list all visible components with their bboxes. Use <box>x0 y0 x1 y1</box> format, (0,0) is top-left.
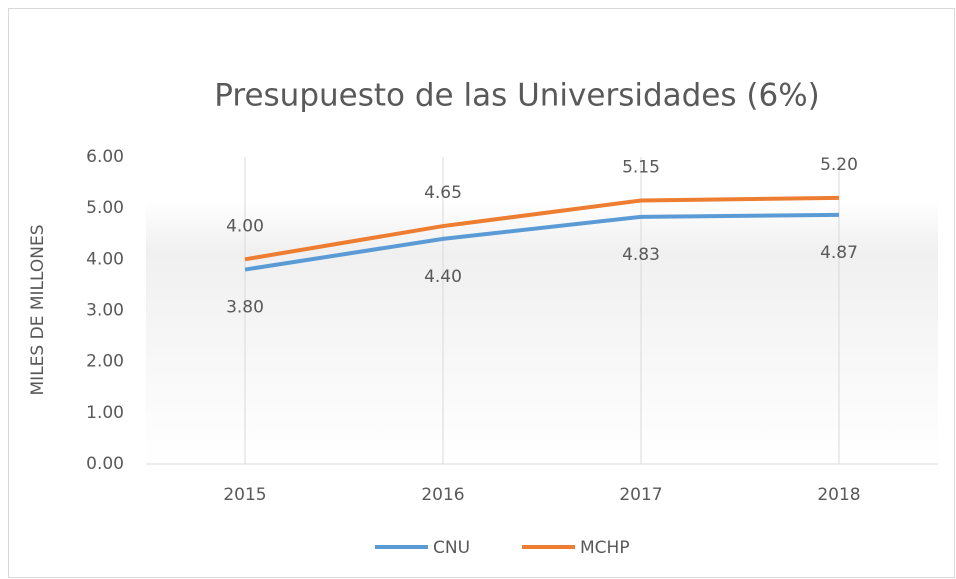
y-tick-label: 0.00 <box>86 454 124 474</box>
y-tick-label: 5.00 <box>86 198 124 218</box>
series-line <box>244 195 840 262</box>
y-tick-label: 3.00 <box>86 301 124 321</box>
x-tick-label: 2015 <box>223 485 266 505</box>
data-label: 4.65 <box>424 183 462 203</box>
data-label: 4.83 <box>622 245 660 265</box>
chart-title: Presupuesto de las Universidades (6%) <box>214 78 820 114</box>
series-line <box>244 212 840 272</box>
x-tick-label: 2018 <box>817 485 860 505</box>
data-label: 5.20 <box>820 155 858 175</box>
y-tick-label: 6.00 <box>86 147 124 167</box>
legend-label: MCHP <box>580 538 630 558</box>
legend-label: CNU <box>433 538 470 558</box>
data-label: 3.80 <box>226 298 264 318</box>
data-label: 5.15 <box>622 157 660 177</box>
y-axis-label: MILES DE MILLONES <box>28 225 48 396</box>
y-tick-label: 2.00 <box>86 352 124 372</box>
x-tick-label: 2016 <box>421 485 464 505</box>
data-label: 4.40 <box>424 267 462 287</box>
data-label: 4.87 <box>820 243 858 263</box>
y-tick-label: 4.00 <box>86 249 124 269</box>
plot-background <box>146 200 938 464</box>
x-tick-label: 2017 <box>619 485 662 505</box>
y-tick-label: 1.00 <box>86 403 124 423</box>
data-label: 4.00 <box>226 216 264 236</box>
